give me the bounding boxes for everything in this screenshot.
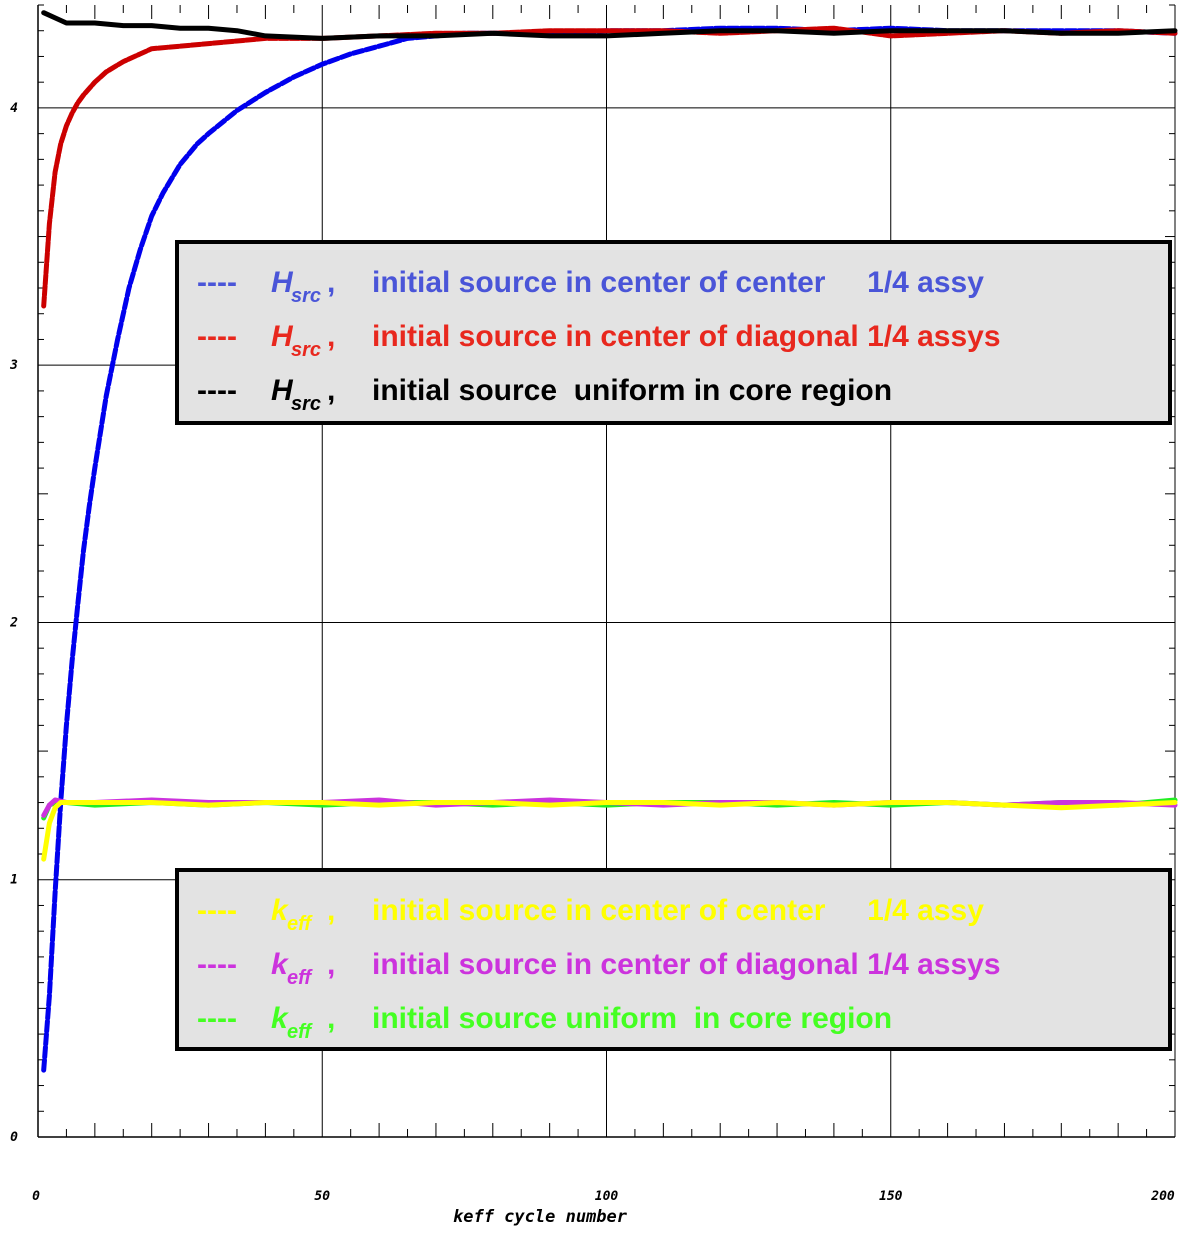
legend-dash: ---- (197, 320, 237, 353)
legend-dash: ---- (197, 1002, 237, 1035)
legend-symbol: H (271, 320, 294, 353)
y-tick-label: 4 (10, 101, 18, 116)
legend-dash: ---- (197, 948, 237, 981)
legend-symbol: H (271, 266, 294, 299)
legend-text: initial source in center of center 1/4 a… (372, 266, 984, 299)
legend-comma: , (327, 320, 335, 353)
y-tick-label: 3 (9, 358, 18, 373)
legend-symbol: k (271, 894, 289, 927)
legend-dash: ---- (197, 266, 237, 299)
legend-subscript: src (291, 339, 321, 361)
x-tick-label: 150 (879, 1189, 903, 1204)
legend-dash: ---- (197, 374, 237, 407)
series-line-5 (41, 800, 1178, 862)
legend-text: initial source uniform in core region (372, 1002, 892, 1035)
legend-comma: , (327, 894, 335, 927)
y-tick-label: 1 (10, 873, 18, 888)
x-tick-label: 0 (32, 1189, 40, 1204)
legend-comma: , (327, 1002, 335, 1035)
legend-symbol: k (271, 948, 289, 981)
legend-subscript: src (291, 393, 321, 415)
legend-box (175, 240, 1172, 425)
series-line-2 (41, 10, 1178, 41)
legend-text: initial source in center of center 1/4 a… (372, 894, 984, 927)
x-axis-label: keff cycle number (453, 1207, 628, 1227)
series-layer (41, 10, 1178, 1073)
legend-text: initial source in center of diagonal 1/4… (372, 320, 1001, 353)
legend-comma: , (327, 374, 335, 407)
y-tick-label: 2 (9, 615, 18, 630)
x-tick-label: 200 (1150, 1189, 1175, 1204)
legend-subscript: src (291, 285, 321, 307)
tick-label-layer: 0 50 100 150 200 0 1 2 3 4 (9, 101, 1175, 1204)
x-tick-label: 50 (314, 1189, 330, 1204)
y-tick-label: 0 (10, 1130, 18, 1145)
legend-subscript: eff (287, 1021, 313, 1043)
legend-comma: , (327, 948, 335, 981)
legend-symbol: k (271, 1002, 289, 1035)
legend-subscript: eff (287, 913, 313, 935)
legend-text: initial source in center of diagonal 1/4… (372, 948, 1001, 981)
legend-symbol: H (271, 374, 294, 407)
legend-subscript: eff (287, 967, 313, 989)
legend-box (175, 868, 1172, 1051)
legend-dash: ---- (197, 894, 237, 927)
x-tick-label: 100 (595, 1189, 619, 1204)
legend-text: initial source uniform in core region (372, 374, 892, 407)
legend-comma: , (327, 266, 335, 299)
